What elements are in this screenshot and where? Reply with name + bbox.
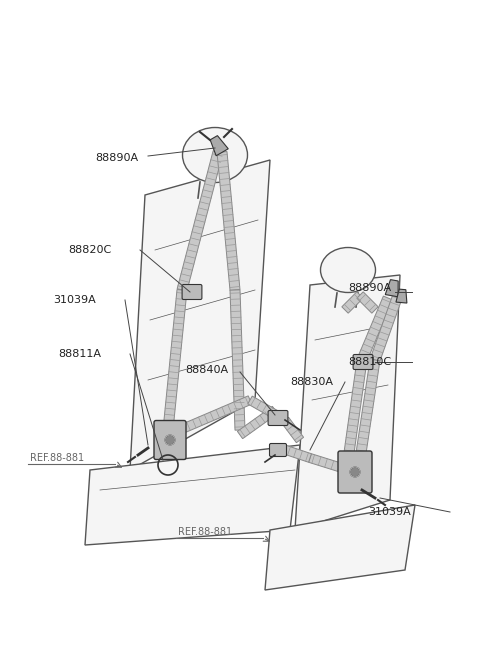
Text: 88820C: 88820C <box>68 245 111 255</box>
Polygon shape <box>177 151 223 291</box>
Polygon shape <box>238 406 277 439</box>
FancyBboxPatch shape <box>268 411 288 426</box>
Polygon shape <box>163 289 187 430</box>
Text: 31039A: 31039A <box>53 295 96 305</box>
Polygon shape <box>343 359 367 461</box>
Polygon shape <box>265 505 415 590</box>
Text: 31039A: 31039A <box>368 507 411 517</box>
Circle shape <box>165 435 175 445</box>
Ellipse shape <box>321 247 375 293</box>
FancyBboxPatch shape <box>269 443 287 457</box>
Text: REF.88-881: REF.88-881 <box>30 453 84 463</box>
Text: 88811A: 88811A <box>58 349 101 359</box>
Polygon shape <box>357 292 378 313</box>
Polygon shape <box>342 292 363 313</box>
Polygon shape <box>370 293 403 361</box>
Polygon shape <box>230 290 245 430</box>
Ellipse shape <box>182 127 248 182</box>
Polygon shape <box>85 445 300 545</box>
Polygon shape <box>248 396 287 424</box>
Text: 88840A: 88840A <box>185 365 228 375</box>
Circle shape <box>350 467 360 477</box>
Polygon shape <box>396 289 407 303</box>
Polygon shape <box>210 136 228 155</box>
FancyBboxPatch shape <box>154 420 186 459</box>
Text: REF.88-881: REF.88-881 <box>178 527 232 537</box>
Polygon shape <box>355 359 380 461</box>
Polygon shape <box>385 279 398 297</box>
FancyBboxPatch shape <box>353 354 373 369</box>
Polygon shape <box>281 417 304 443</box>
FancyBboxPatch shape <box>338 451 372 493</box>
Text: 88810C: 88810C <box>348 357 391 367</box>
Polygon shape <box>278 443 312 462</box>
Polygon shape <box>130 160 270 470</box>
Text: 88890A: 88890A <box>348 283 391 293</box>
Polygon shape <box>217 152 240 291</box>
FancyBboxPatch shape <box>182 285 202 300</box>
Polygon shape <box>166 396 252 439</box>
Text: 88830A: 88830A <box>290 377 333 387</box>
Polygon shape <box>309 454 343 472</box>
Polygon shape <box>295 275 400 530</box>
Polygon shape <box>358 296 393 362</box>
Text: 88890A: 88890A <box>95 153 138 163</box>
